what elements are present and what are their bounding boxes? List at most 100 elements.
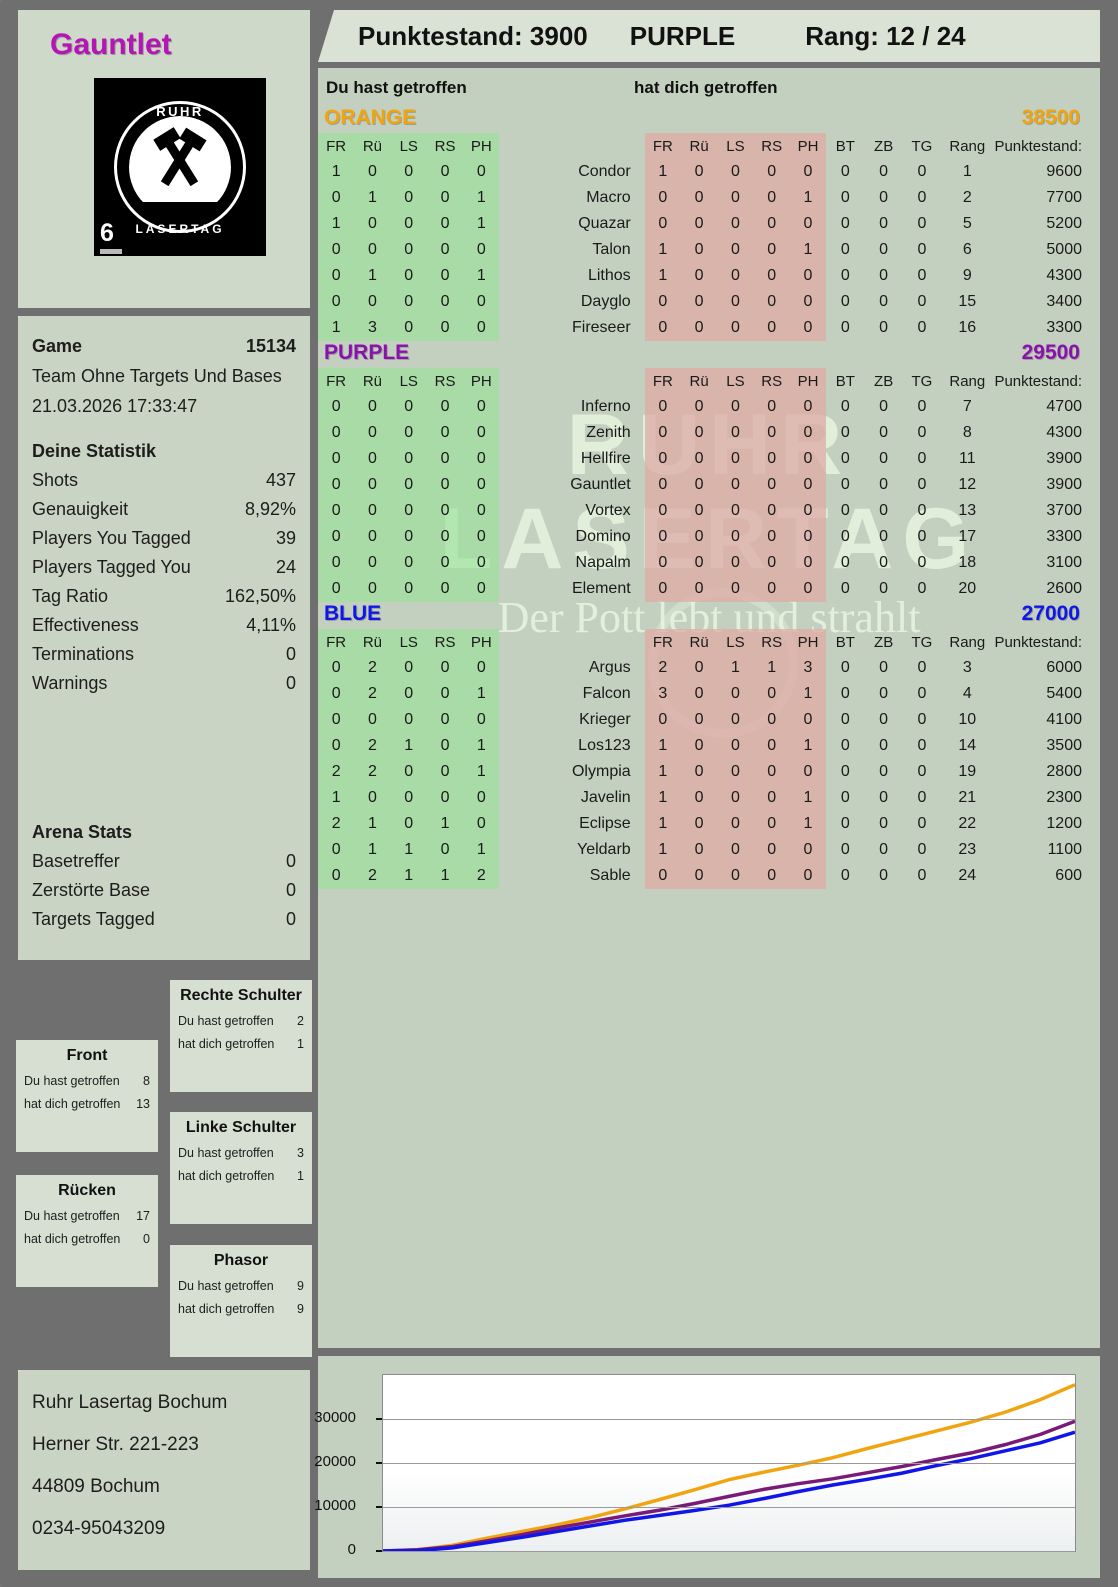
table-row[interactable]: 0 1 0 0 1 Macro 0 0 0 0 1 0 0 0 2 7700 bbox=[318, 185, 1100, 211]
cell-you: 0 bbox=[318, 733, 355, 759]
cell-points: 2300 bbox=[1046, 789, 1082, 806]
col-header-them-FR: FR bbox=[644, 368, 681, 394]
cell-extra: 0 bbox=[840, 398, 850, 415]
hitbox-title: Phasor bbox=[213, 1252, 269, 1269]
col-header-you-Rü: Rü bbox=[354, 133, 391, 159]
logo-ring bbox=[114, 101, 246, 233]
cell-extra: 0 bbox=[917, 554, 927, 571]
personal-stat-label: Shots bbox=[32, 470, 79, 490]
cell-player-name: Krieger bbox=[579, 711, 631, 728]
personal-stat-row: Genauigkeit 8,92% bbox=[18, 495, 310, 524]
cell-rank: 3 bbox=[962, 659, 972, 676]
personal-stat-label: Genauigkeit bbox=[32, 499, 129, 519]
cell-extra: 0 bbox=[879, 215, 889, 232]
table-row[interactable]: 0 2 1 0 1 Los123 1 0 0 0 1 0 0 0 14 3500 bbox=[318, 733, 1100, 759]
cell-them: 0 bbox=[789, 263, 827, 289]
table-row[interactable]: 0 0 0 0 0 Domino 0 0 0 0 0 0 0 0 17 3300 bbox=[318, 524, 1100, 550]
cell-extra: 0 bbox=[840, 215, 850, 232]
table-row[interactable]: 1 0 0 0 0 Condor 1 0 0 0 0 0 0 0 1 9600 bbox=[318, 159, 1100, 185]
cell-them: 0 bbox=[680, 759, 718, 785]
cell-them: 0 bbox=[789, 837, 827, 863]
col-header-ZB: ZB bbox=[874, 633, 894, 651]
cell-rank: 8 bbox=[962, 424, 972, 441]
table-row[interactable]: 1 3 0 0 0 Fireseer 0 0 0 0 0 0 0 0 16 3300 bbox=[318, 315, 1100, 341]
cell-extra: 0 bbox=[879, 424, 889, 441]
hitbox-you-row: Du hast getroffen 8 bbox=[16, 1074, 158, 1088]
hitbox-you-row: Du hast getroffen 2 bbox=[170, 1014, 312, 1028]
col-header-you-RS: RS bbox=[426, 133, 464, 159]
table-row[interactable]: 0 0 0 0 0 Dayglo 0 0 0 0 0 0 0 0 15 3400 bbox=[318, 289, 1100, 315]
table-row[interactable]: 0 0 0 0 0 Inferno 0 0 0 0 0 0 0 0 7 4700 bbox=[318, 394, 1100, 420]
cell-you: 1 bbox=[354, 185, 391, 211]
table-row[interactable]: 2 1 0 1 0 Eclipse 1 0 0 0 1 0 0 0 22 1200 bbox=[318, 811, 1100, 837]
table-row[interactable]: 0 0 0 0 0 Zenith 0 0 0 0 0 0 0 0 8 4300 bbox=[318, 420, 1100, 446]
cell-them: 1 bbox=[753, 655, 790, 681]
table-row[interactable]: 0 2 1 1 2 Sable 0 0 0 0 0 0 0 0 24 600 bbox=[318, 863, 1100, 889]
table-row[interactable]: 0 1 0 0 1 Lithos 1 0 0 0 0 0 0 0 9 4300 bbox=[318, 263, 1100, 289]
hitbox-them-row: hat dich getroffen 9 bbox=[170, 1302, 312, 1316]
cell-you: 0 bbox=[390, 785, 427, 811]
table-row[interactable]: 1 0 0 0 0 Javelin 1 0 0 0 1 0 0 0 21 2300 bbox=[318, 785, 1100, 811]
cell-them: 0 bbox=[644, 707, 681, 733]
col-header-them-RS: RS bbox=[753, 629, 790, 655]
table-row[interactable]: 0 0 0 0 0 Gauntlet 0 0 0 0 0 0 0 0 12 3900 bbox=[318, 472, 1100, 498]
team-name: BLUE bbox=[324, 602, 382, 625]
cell-extra: 0 bbox=[840, 580, 850, 597]
cell-player-name: Dayglo bbox=[580, 293, 631, 310]
cell-extra: 0 bbox=[917, 580, 927, 597]
cell-extra: 0 bbox=[840, 424, 850, 441]
cell-them: 0 bbox=[644, 185, 681, 211]
table-row[interactable]: 0 0 0 0 0 Napalm 0 0 0 0 0 0 0 0 18 3100 bbox=[318, 550, 1100, 576]
table-row[interactable]: 0 0 0 0 0 Hellfire 0 0 0 0 0 0 0 0 11 3900 bbox=[318, 446, 1100, 472]
cell-them: 0 bbox=[680, 159, 718, 185]
cell-you: 0 bbox=[354, 707, 391, 733]
hitbox-you-label: Du hast getroffen bbox=[24, 1209, 120, 1223]
col-header-player bbox=[499, 368, 644, 394]
col-header-them-LS: LS bbox=[717, 629, 754, 655]
cell-extra: 0 bbox=[879, 789, 889, 806]
cell-extra: 0 bbox=[917, 267, 927, 284]
cell-them: 1 bbox=[644, 263, 681, 289]
badge-number: 6 bbox=[100, 219, 122, 254]
cell-points: 3400 bbox=[1046, 293, 1082, 310]
cell-them: 0 bbox=[717, 550, 754, 576]
cell-them: 0 bbox=[789, 759, 827, 785]
col-header-you-LS: LS bbox=[390, 629, 427, 655]
col-header-them-LS: LS bbox=[717, 133, 754, 159]
table-row[interactable]: 1 0 0 0 1 Quazar 0 0 0 0 0 0 0 0 5 5200 bbox=[318, 211, 1100, 237]
cell-you: 0 bbox=[318, 837, 355, 863]
cell-you: 0 bbox=[426, 524, 464, 550]
personal-stat-row: Warnings 0 bbox=[18, 669, 310, 698]
cell-player-name: Falcon bbox=[582, 685, 631, 702]
cell-you: 0 bbox=[463, 524, 500, 550]
col-header-TG: TG bbox=[911, 372, 933, 390]
table-row[interactable]: 2 2 0 0 1 Olympia 1 0 0 0 0 0 0 0 19 2800 bbox=[318, 759, 1100, 785]
team-name: ORANGE bbox=[324, 106, 417, 129]
table-row[interactable]: 0 2 0 0 0 Argus 2 0 1 1 3 0 0 0 3 6000 bbox=[318, 655, 1100, 681]
personal-stat-row: Shots 437 bbox=[18, 466, 310, 495]
personal-stat-label: Terminations bbox=[32, 644, 135, 664]
chart-plot-area bbox=[382, 1374, 1076, 1552]
cell-them: 0 bbox=[680, 550, 718, 576]
table-row[interactable]: 0 2 0 0 1 Falcon 3 0 0 0 1 0 0 0 4 5400 bbox=[318, 681, 1100, 707]
cell-them: 0 bbox=[717, 472, 754, 498]
table-row[interactable]: 0 0 0 0 0 Talon 1 0 0 0 1 0 0 0 6 5000 bbox=[318, 237, 1100, 263]
cell-them: 0 bbox=[753, 550, 790, 576]
cell-them: 0 bbox=[717, 446, 754, 472]
cell-rank: 13 bbox=[958, 502, 977, 519]
cell-them: 0 bbox=[753, 863, 790, 889]
cell-points: 3500 bbox=[1046, 737, 1082, 754]
cell-them: 0 bbox=[789, 211, 827, 237]
table-row[interactable]: 0 0 0 0 0 Vortex 0 0 0 0 0 0 0 0 13 3700 bbox=[318, 498, 1100, 524]
cell-player-name: Macro bbox=[586, 189, 631, 206]
hitbox-title: Rücken bbox=[58, 1182, 116, 1199]
hitbox-you-label: Du hast getroffen bbox=[178, 1014, 274, 1028]
cell-you: 0 bbox=[426, 498, 464, 524]
table-row[interactable]: 0 0 0 0 0 Krieger 0 0 0 0 0 0 0 0 10 4100 bbox=[318, 707, 1100, 733]
player-header-panel: Gauntlet RUHR LASERTAG 6 bbox=[18, 10, 310, 308]
hitbox-them-value: 0 bbox=[143, 1232, 150, 1246]
table-row[interactable]: 0 0 0 0 0 Element 0 0 0 0 0 0 0 0 20 2600 bbox=[318, 576, 1100, 602]
cell-you: 0 bbox=[318, 707, 355, 733]
table-row[interactable]: 0 1 1 0 1 Yeldarb 1 0 0 0 0 0 0 0 23 1100 bbox=[318, 837, 1100, 863]
cell-them: 0 bbox=[717, 576, 754, 602]
